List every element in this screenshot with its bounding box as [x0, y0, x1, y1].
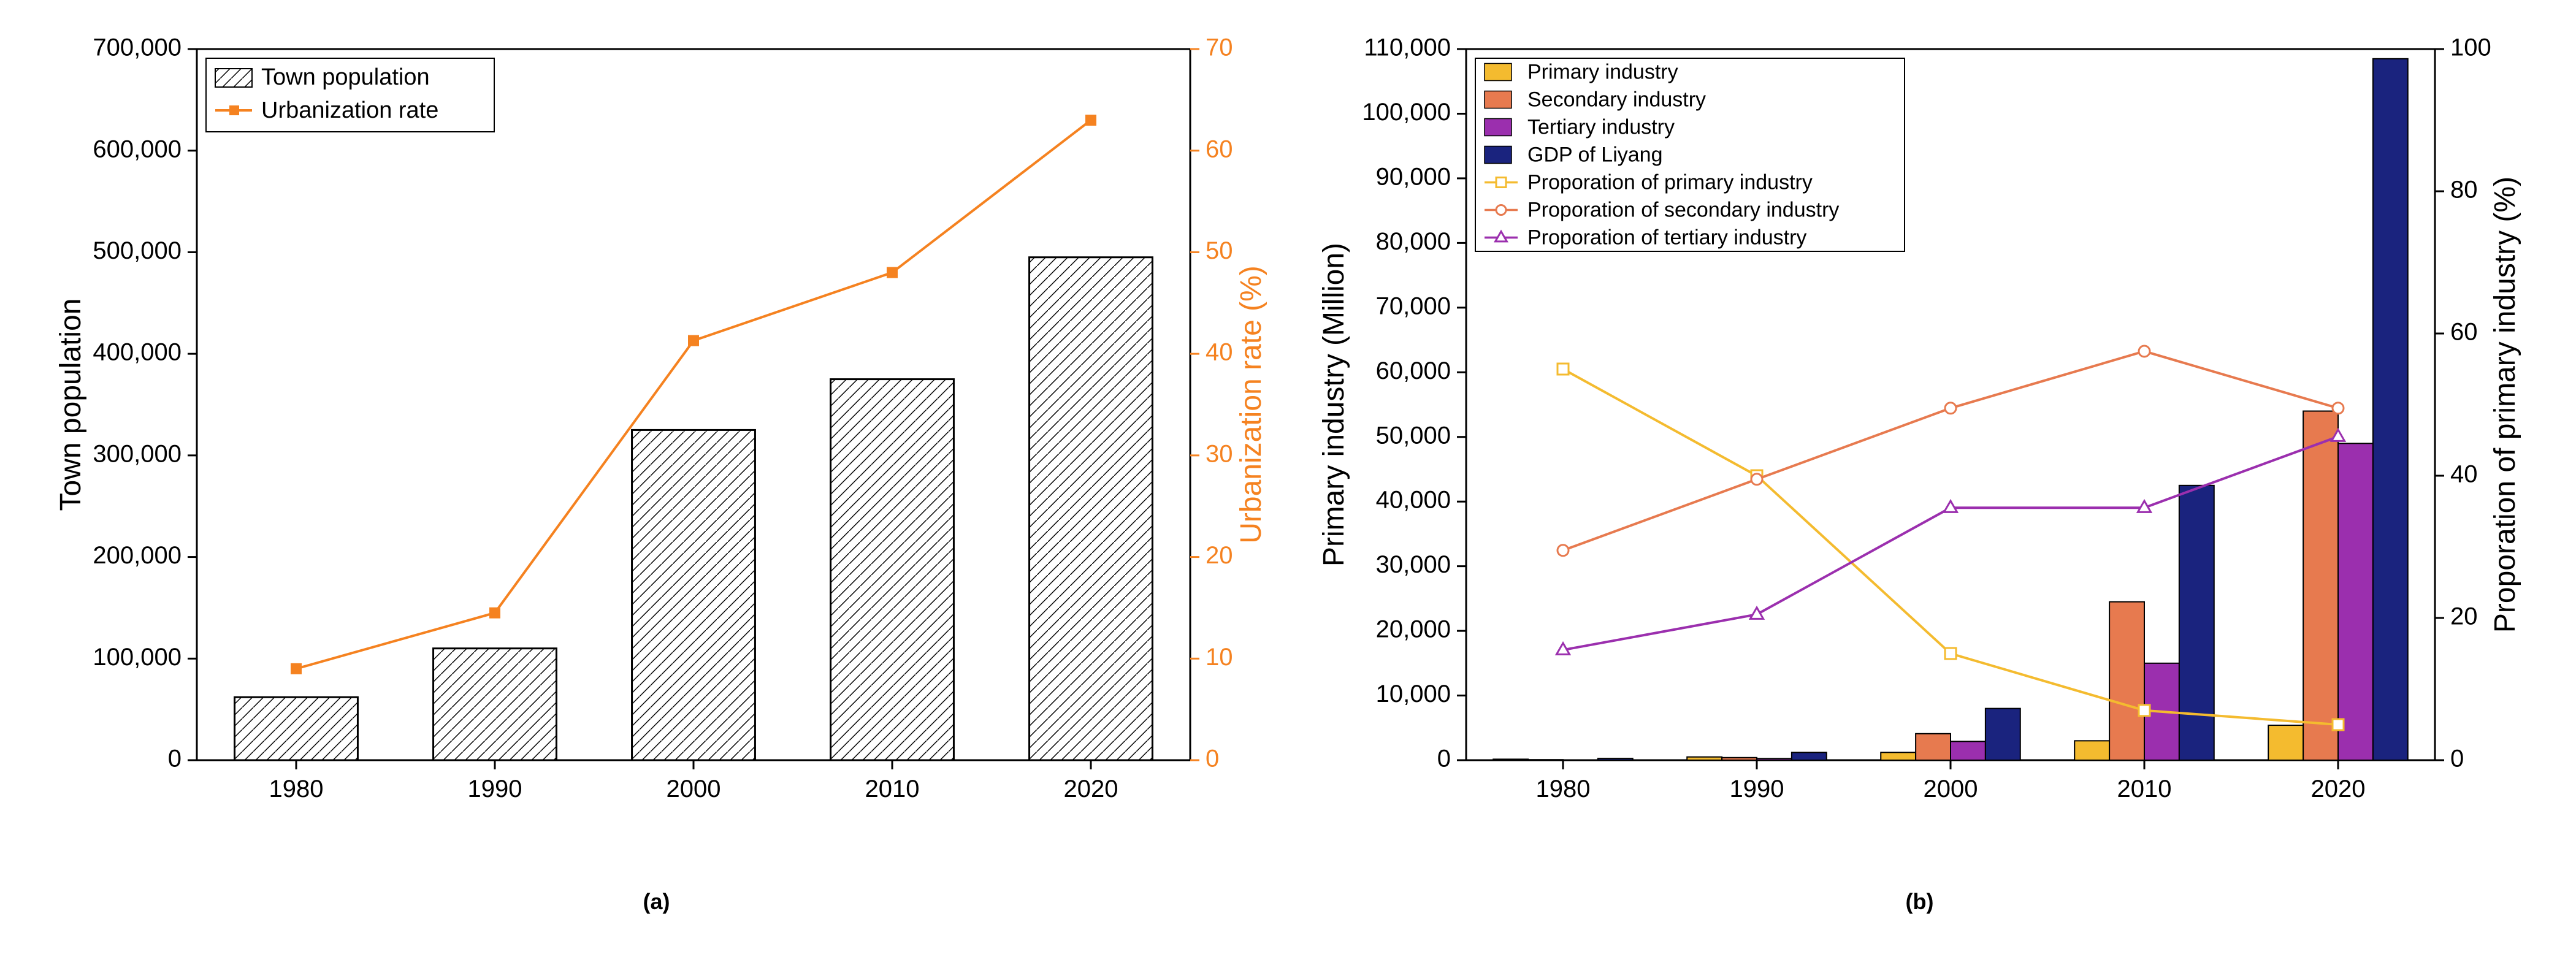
- panel-b-label: (b): [1906, 889, 1934, 915]
- chart-a: 0 100,000 200,000 300,000 400,000 500,000 600,…: [44, 12, 1270, 871]
- svg-text:400,000: 400,000: [93, 339, 182, 366]
- svg-text:40: 40: [2450, 461, 2478, 488]
- svg-text:70,000: 70,000: [1375, 292, 1450, 319]
- svg-text:2010: 2010: [865, 776, 919, 802]
- svg-text:2020: 2020: [2310, 776, 2365, 802]
- svg-text:Proporation of tertiary indust: Proporation of tertiary industry: [1527, 226, 1806, 250]
- panel-a: 0 100,000 200,000 300,000 400,000 500,000 600,…: [44, 12, 1270, 915]
- svg-text:0: 0: [1206, 745, 1219, 772]
- svg-text:100: 100: [2450, 34, 2491, 61]
- panel-a-label: (a): [643, 889, 670, 915]
- svg-text:0: 0: [167, 745, 181, 772]
- svg-text:Proporation of secondary indus: Proporation of secondary industry: [1527, 199, 1839, 222]
- svg-text:Urbanization rate (%): Urbanization rate (%): [1235, 265, 1267, 544]
- svg-text:2000: 2000: [666, 776, 720, 802]
- svg-text:Secondary industry: Secondary industry: [1527, 88, 1706, 112]
- svg-text:20: 20: [1206, 542, 1233, 569]
- svg-text:700,000: 700,000: [93, 34, 182, 61]
- svg-text:50: 50: [1206, 237, 1233, 264]
- svg-text:1980: 1980: [269, 776, 323, 802]
- svg-text:100,000: 100,000: [1362, 99, 1451, 126]
- svg-text:1990: 1990: [467, 776, 522, 802]
- svg-text:70: 70: [1206, 34, 1233, 61]
- svg-text:30,000: 30,000: [1375, 551, 1450, 578]
- svg-text:20,000: 20,000: [1375, 616, 1450, 643]
- chart-b: 0 10,000 20,000 30,000 40,000 50,000 60,000 70,…: [1307, 12, 2533, 871]
- svg-text:50,000: 50,000: [1375, 422, 1450, 449]
- svg-text:Primary industry: Primary industry: [1527, 61, 1678, 84]
- svg-text:20: 20: [2450, 603, 2478, 630]
- svg-text:Urbanization rate: Urbanization rate: [261, 97, 438, 123]
- svg-text:80: 80: [2450, 177, 2478, 204]
- svg-text:2000: 2000: [1923, 776, 1978, 802]
- svg-text:Tertiary industry: Tertiary industry: [1527, 116, 1675, 139]
- svg-text:40: 40: [1206, 339, 1233, 366]
- svg-text:90,000: 90,000: [1375, 163, 1450, 190]
- svg-text:30: 30: [1206, 440, 1233, 467]
- figure-container: 0 100,000 200,000 300,000 400,000 500,000 600,…: [12, 12, 2564, 915]
- svg-text:Proporation of primary industr: Proporation of primary industry: [1527, 171, 1813, 194]
- svg-text:60: 60: [1206, 135, 1233, 162]
- svg-text:60,000: 60,000: [1375, 357, 1450, 384]
- svg-text:Town population: Town population: [261, 64, 430, 90]
- svg-text:300,000: 300,000: [93, 440, 182, 467]
- svg-text:1990: 1990: [1729, 776, 1784, 802]
- svg-text:80,000: 80,000: [1375, 228, 1450, 255]
- svg-text:40,000: 40,000: [1375, 487, 1450, 514]
- svg-text:10,000: 10,000: [1375, 680, 1450, 707]
- svg-text:Proporation of primary industr: Proporation of primary industry (%): [2489, 177, 2521, 633]
- svg-text:60: 60: [2450, 319, 2478, 346]
- svg-text:1980: 1980: [1535, 776, 1590, 802]
- svg-text:110,000: 110,000: [1364, 34, 1451, 61]
- svg-text:500,000: 500,000: [93, 237, 182, 264]
- svg-text:0: 0: [1437, 745, 1450, 772]
- svg-text:2020: 2020: [1063, 776, 1118, 802]
- svg-text:200,000: 200,000: [93, 542, 182, 569]
- svg-text:10: 10: [1206, 644, 1233, 671]
- svg-text:GDP of Liyang: GDP of Liyang: [1527, 143, 1663, 167]
- svg-text:2010: 2010: [2117, 776, 2171, 802]
- svg-text:100,000: 100,000: [93, 644, 182, 671]
- panel-b: 0 10,000 20,000 30,000 40,000 50,000 60,000 70,…: [1307, 12, 2533, 915]
- svg-text:Town population: Town population: [55, 299, 87, 511]
- svg-text:0: 0: [2450, 745, 2464, 772]
- svg-text:Primary industry (Million): Primary industry (Million): [1318, 243, 1350, 566]
- svg-text:600,000: 600,000: [93, 135, 182, 162]
